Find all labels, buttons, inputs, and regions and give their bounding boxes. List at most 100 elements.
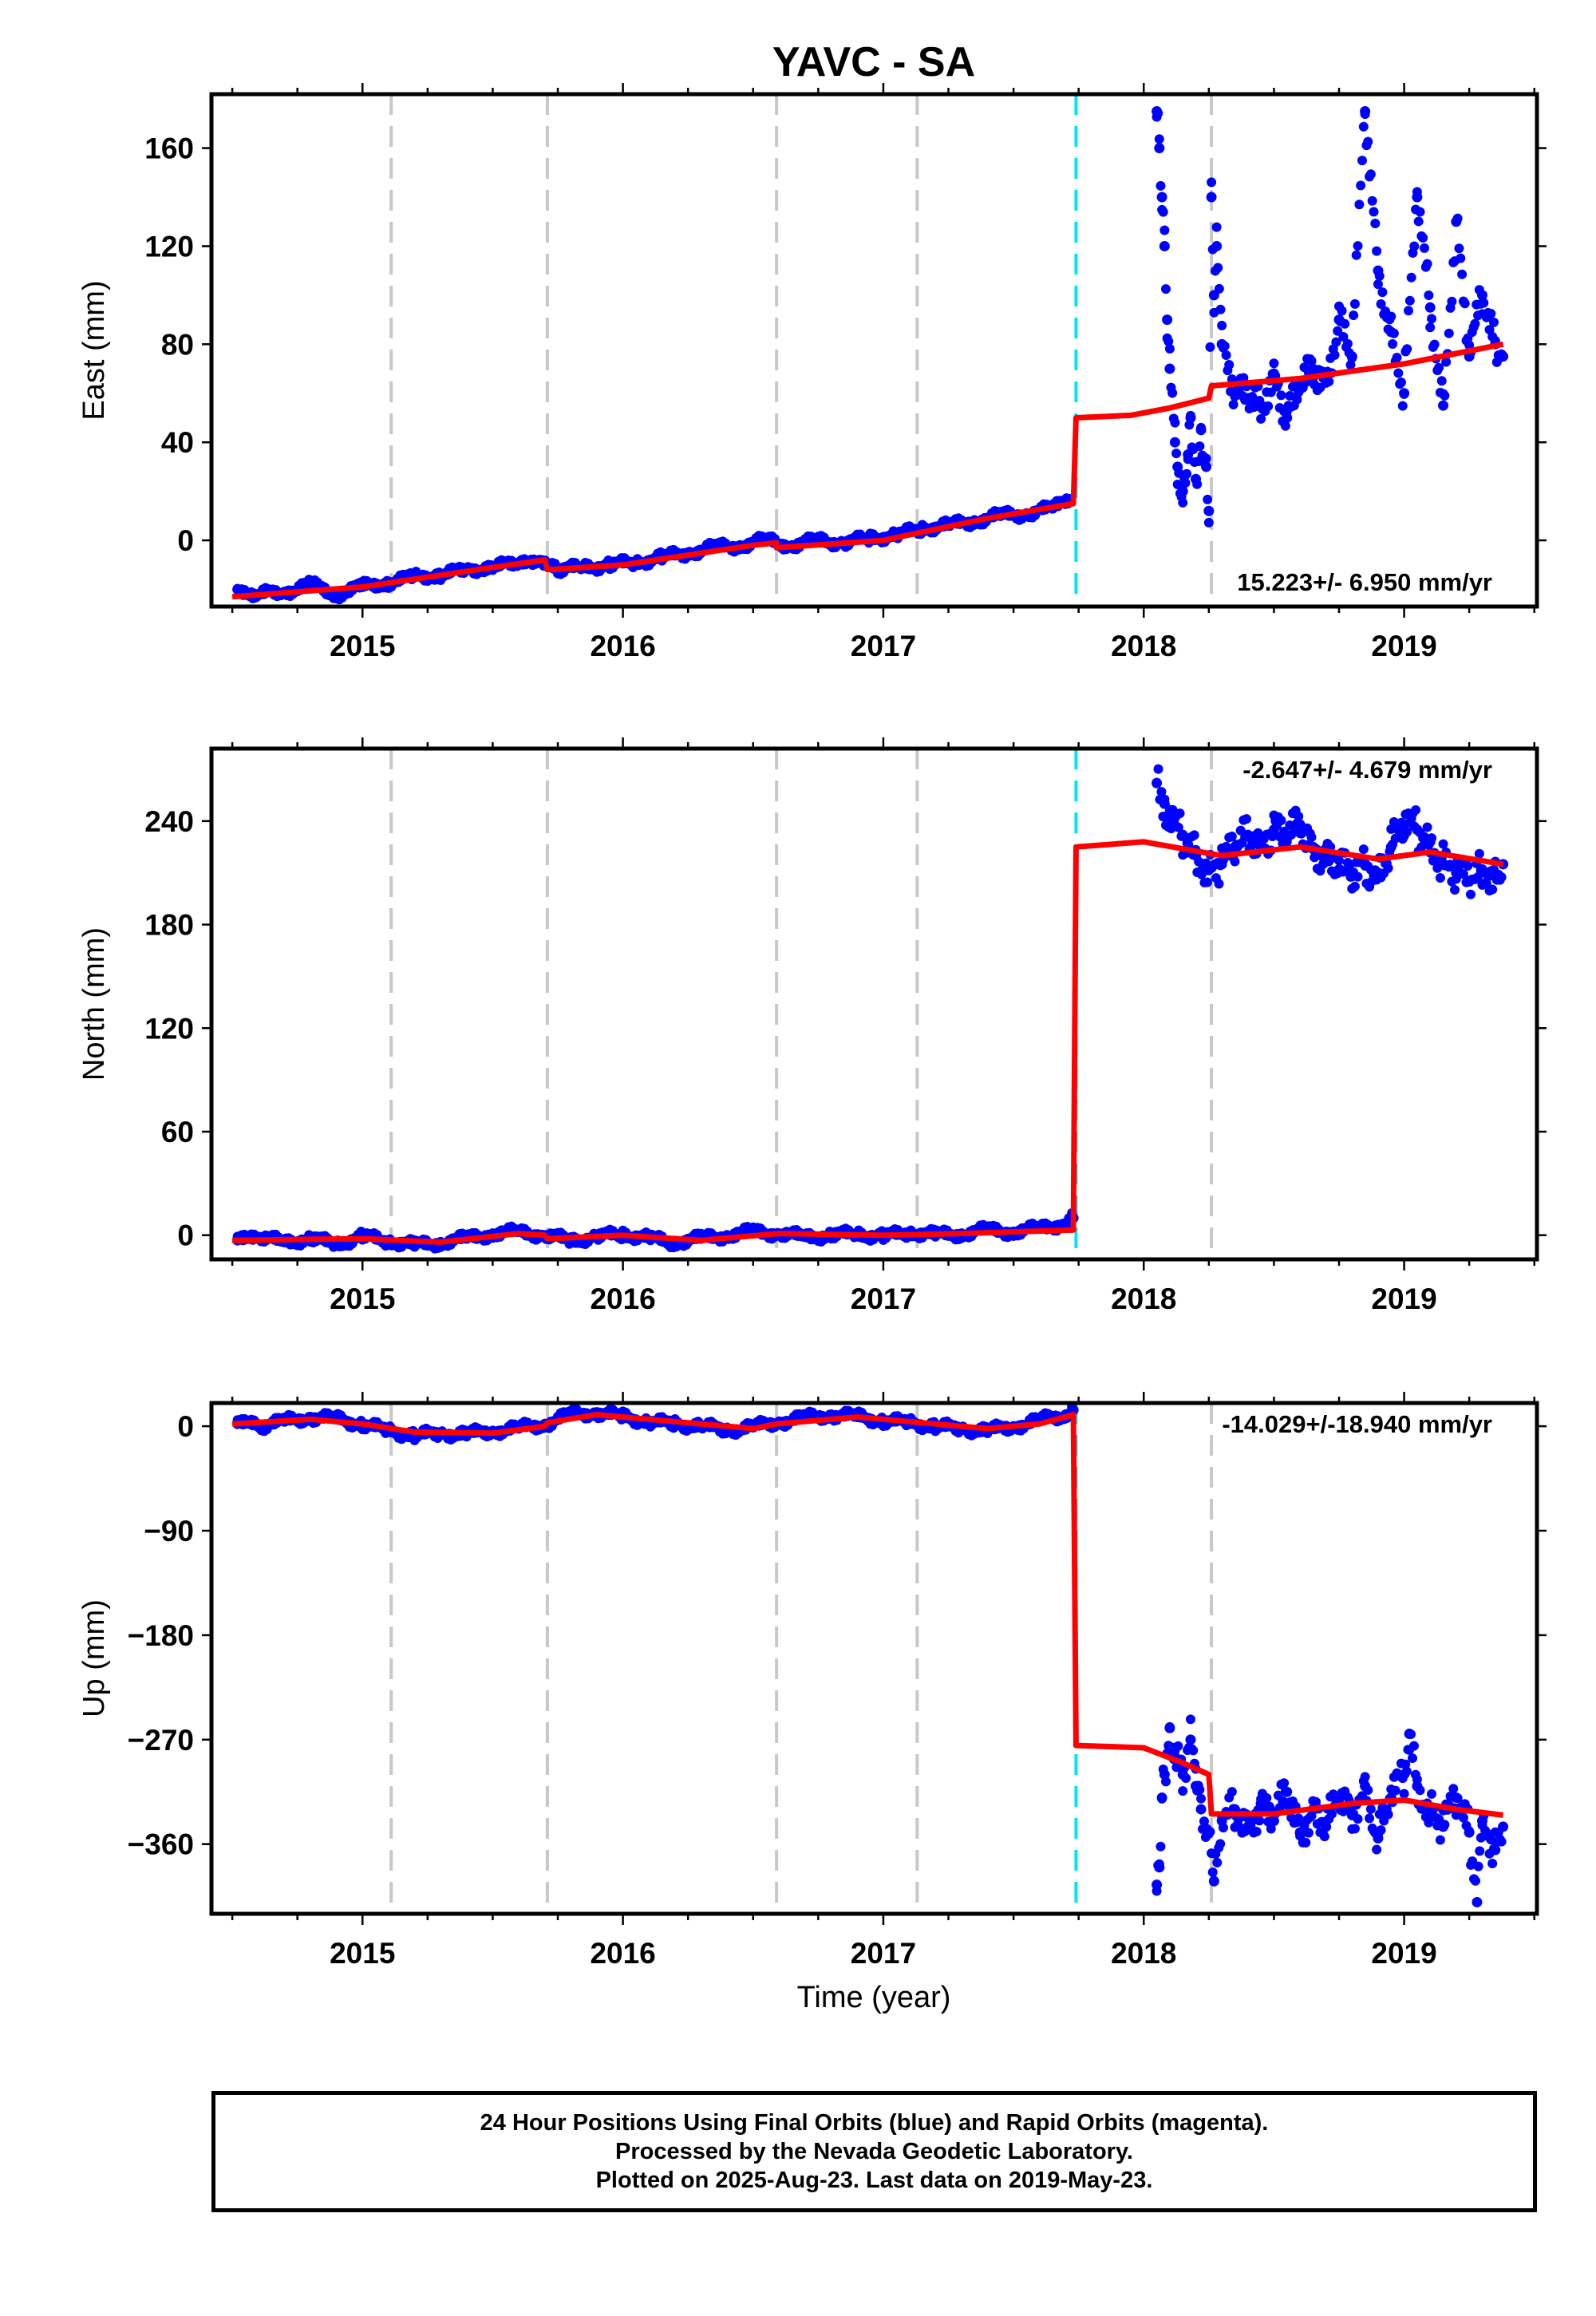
east-data-point bbox=[1162, 314, 1173, 326]
east-y-tick-label: 40 bbox=[161, 426, 194, 459]
north-data-point bbox=[1242, 829, 1254, 840]
north-data-point bbox=[1476, 864, 1487, 875]
north-data-point bbox=[1276, 815, 1286, 825]
up-data-point bbox=[1360, 1780, 1371, 1792]
east-data-point bbox=[1331, 337, 1341, 347]
up-data-point bbox=[1321, 1821, 1332, 1832]
north-panel: 0 60 120 180 240 2015 2016 2017 2018 2019 North (m… bbox=[77, 737, 1547, 1315]
north-data-point bbox=[1435, 872, 1445, 883]
east-x-tick-label: 2016 bbox=[590, 630, 655, 662]
up-data-point bbox=[1458, 1812, 1468, 1823]
up-data-point bbox=[1159, 1769, 1170, 1780]
east-x-tick-label: 2018 bbox=[1111, 630, 1176, 662]
east-y-tick-label: 80 bbox=[161, 328, 194, 361]
north-data-point bbox=[1451, 868, 1462, 879]
east-plot-area bbox=[231, 94, 1509, 607]
north-data-point bbox=[1153, 764, 1163, 774]
north-data-point bbox=[1373, 868, 1384, 879]
north-data-point bbox=[1463, 860, 1473, 871]
east-panel: 0 40 80 120 160 2015 2016 2017 2018 2019 East (mm)… bbox=[77, 83, 1547, 662]
north-y-tick-label: 60 bbox=[161, 1116, 194, 1148]
north-data-point bbox=[1203, 877, 1213, 887]
east-data-point bbox=[1169, 437, 1180, 448]
east-data-point bbox=[1479, 298, 1489, 308]
east-data-point bbox=[1224, 359, 1235, 370]
north-data-point bbox=[1464, 875, 1475, 887]
north-x-tick-label: 2017 bbox=[851, 1282, 916, 1315]
north-data-point bbox=[1490, 871, 1501, 882]
east-data-point bbox=[1470, 318, 1480, 329]
north-data-point bbox=[1333, 856, 1344, 866]
up-y-axis-title: Up (mm) bbox=[77, 1599, 111, 1717]
up-data-point bbox=[1196, 1793, 1207, 1804]
east-data-point bbox=[232, 583, 243, 595]
east-data-point bbox=[1203, 505, 1215, 516]
east-data-point bbox=[1424, 302, 1436, 313]
east-data-point bbox=[1203, 494, 1213, 504]
north-y-tick-label: 0 bbox=[177, 1219, 194, 1252]
up-data-point bbox=[1294, 1827, 1306, 1838]
east-data-point bbox=[1476, 290, 1487, 301]
north-y-tick-label: 120 bbox=[144, 1012, 194, 1045]
up-data-point bbox=[1216, 1816, 1227, 1827]
east-data-point bbox=[1349, 310, 1359, 321]
north-data-point bbox=[1294, 819, 1306, 830]
north-data-point bbox=[1438, 859, 1449, 870]
north-data-point bbox=[1164, 816, 1175, 827]
up-data-point bbox=[1156, 1792, 1167, 1804]
up-data-point bbox=[1399, 1788, 1409, 1799]
east-data-point bbox=[1211, 240, 1223, 251]
east-data-point bbox=[305, 579, 316, 590]
east-data-point bbox=[1203, 517, 1214, 528]
east-data-point bbox=[1386, 311, 1396, 322]
east-data-point bbox=[1422, 259, 1432, 269]
east-data-point bbox=[1172, 479, 1183, 489]
up-data-point bbox=[1215, 1839, 1226, 1849]
east-data-point bbox=[1164, 363, 1175, 374]
east-data-point bbox=[1351, 250, 1361, 260]
up-data-point bbox=[1470, 1875, 1480, 1886]
east-data-point bbox=[1221, 350, 1231, 361]
up-data-point bbox=[1360, 1772, 1370, 1782]
up-data-point bbox=[1199, 1816, 1209, 1827]
east-data-point bbox=[1242, 393, 1254, 404]
up-data-point bbox=[1376, 1825, 1386, 1836]
north-data-point bbox=[1399, 819, 1410, 830]
up-data-point bbox=[1208, 1875, 1219, 1887]
up-y-tick-label: 0 bbox=[177, 1410, 194, 1443]
east-x-tick-label: 2017 bbox=[851, 630, 916, 662]
up-data-point bbox=[1408, 1741, 1419, 1751]
east-y-tick-label: 120 bbox=[144, 230, 194, 263]
east-data-point bbox=[1164, 343, 1175, 354]
north-data-point bbox=[1360, 859, 1371, 870]
north-data-point bbox=[1060, 1218, 1071, 1229]
east-data-point bbox=[1294, 383, 1306, 394]
north-data-point bbox=[1189, 830, 1199, 840]
east-data-point bbox=[1404, 306, 1414, 316]
north-data-point bbox=[1385, 841, 1396, 852]
north-x-tick-label: 2015 bbox=[330, 1282, 395, 1315]
east-x-tick-label: 2015 bbox=[330, 630, 395, 662]
up-data-point bbox=[1427, 1788, 1437, 1799]
footer-line-1: 24 Hour Positions Using Final Orbits (bl… bbox=[480, 2110, 1269, 2136]
east-data-point bbox=[1419, 243, 1429, 253]
up-panel: 0 −90 −180 −270 −360 2015 2016 2017 2018 2019 Up (… bbox=[77, 1392, 1547, 1970]
up-data-point bbox=[1279, 1778, 1290, 1788]
east-data-point bbox=[1229, 388, 1240, 399]
up-data-point bbox=[1227, 1787, 1237, 1797]
east-data-point bbox=[1444, 328, 1454, 338]
east-data-point bbox=[1183, 449, 1194, 460]
north-data-point bbox=[1411, 804, 1421, 815]
north-data-point bbox=[1255, 836, 1266, 848]
up-data-point bbox=[1301, 1837, 1311, 1848]
up-data-point bbox=[1464, 1827, 1475, 1838]
north-data-point bbox=[1349, 881, 1360, 891]
east-data-point bbox=[1346, 351, 1357, 362]
up-data-point bbox=[1177, 1769, 1188, 1780]
up-data-point bbox=[1408, 1753, 1418, 1764]
north-velocity-annotation: -2.647+/- 4.679 mm/yr bbox=[1242, 756, 1492, 784]
east-x-tick-label: 2019 bbox=[1371, 630, 1436, 662]
up-data-point bbox=[1349, 1824, 1360, 1834]
up-data-point bbox=[1326, 1809, 1337, 1820]
east-data-point bbox=[1376, 299, 1386, 310]
